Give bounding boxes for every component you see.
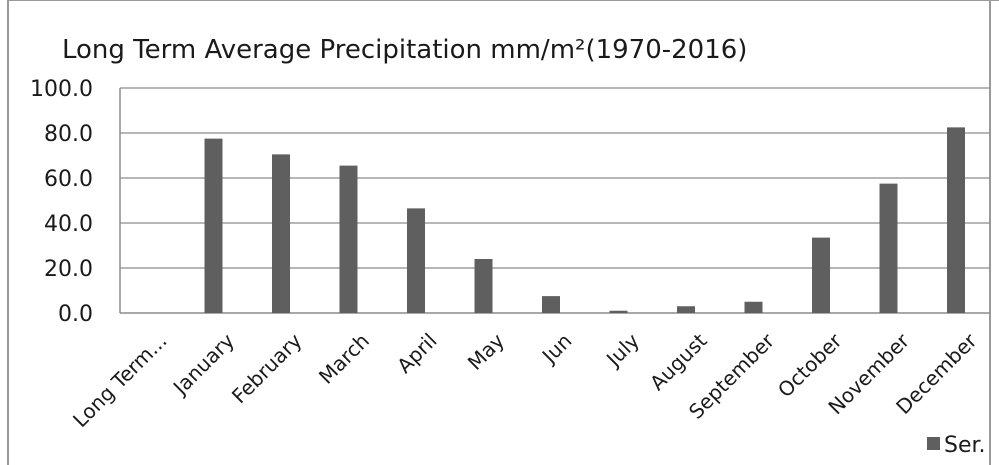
x-category-label: Long Term...: [68, 329, 171, 432]
legend: Ser.: [927, 433, 986, 458]
bar-july: [609, 310, 628, 313]
x-category-label: Jun: [536, 329, 576, 369]
bar-november: [879, 183, 898, 313]
bar-jun: [542, 296, 560, 313]
bar-february: [272, 154, 290, 313]
bars: [204, 127, 965, 313]
y-tick-label: 60.0: [44, 167, 93, 192]
bar-may: [474, 259, 493, 313]
y-tick-label: 20.0: [44, 257, 93, 282]
y-tick-label: 100.0: [30, 77, 93, 102]
bar-april: [407, 208, 425, 313]
y-tick-label: 0.0: [58, 302, 93, 327]
bar-march: [339, 165, 358, 313]
bar-october: [812, 237, 830, 313]
x-category-label: July: [600, 328, 644, 372]
chart-title: Long Term Average Precipitation mm/m²(19…: [62, 35, 747, 65]
x-category-label: August: [645, 328, 712, 395]
y-tick-label: 80.0: [44, 122, 93, 147]
y-axis-tick-labels: 0.0 20.0 40.0 60.0 80.0 100.0: [30, 77, 93, 327]
bar-december: [947, 127, 965, 313]
x-category-label: April: [392, 329, 441, 378]
bar-january: [204, 138, 223, 313]
legend-label: Ser.: [944, 433, 986, 458]
bar-august: [677, 306, 695, 313]
x-category-label: May: [463, 328, 509, 374]
gridlines: [119, 87, 990, 314]
y-tick-label: 40.0: [44, 212, 93, 237]
x-category-label: February: [227, 328, 307, 408]
legend-swatch: [927, 437, 940, 450]
bar-september: [744, 301, 763, 313]
x-category-label: March: [314, 329, 374, 389]
